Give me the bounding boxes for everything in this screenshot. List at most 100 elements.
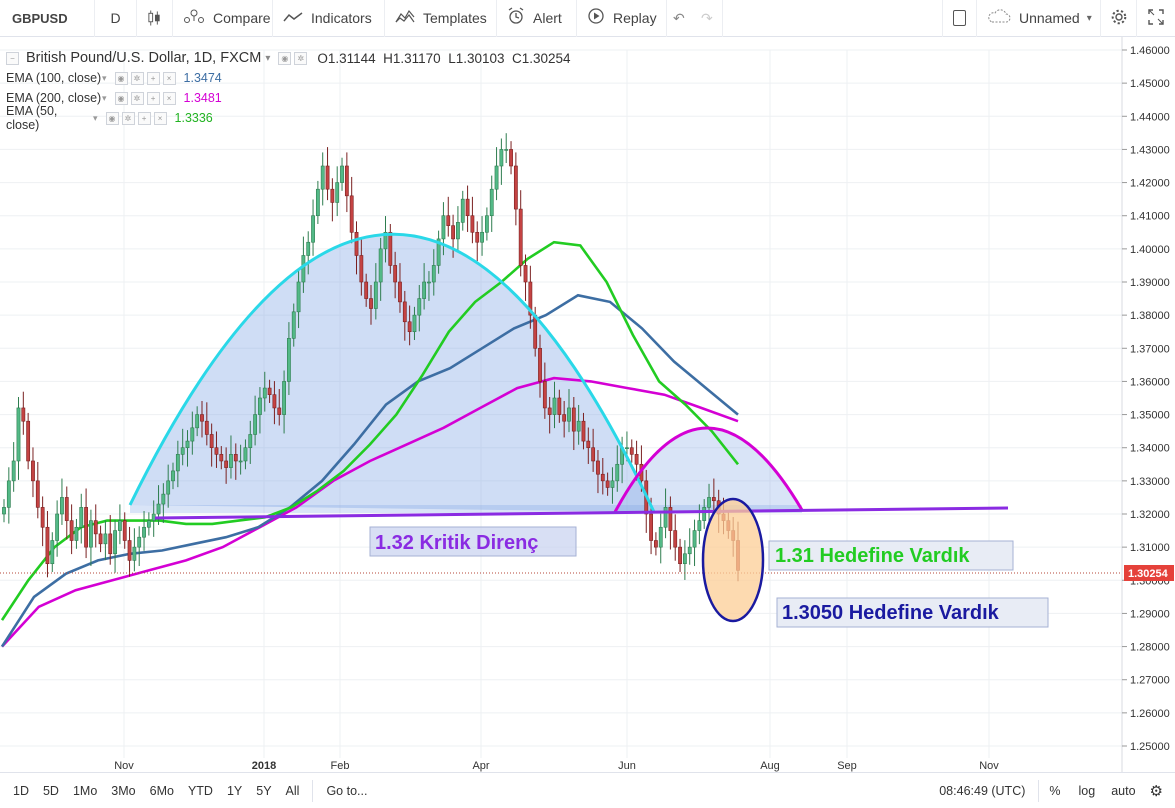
price-tick-label: 1.35000 <box>1130 410 1170 422</box>
candle-body <box>523 265 528 283</box>
cup-pattern-fill <box>130 234 654 512</box>
auto-toggle[interactable]: auto <box>1111 783 1136 798</box>
range-5y[interactable]: 5Y <box>256 783 272 798</box>
range-6mo[interactable]: 6Mo <box>149 783 174 798</box>
redo-button[interactable]: ↷ <box>695 0 723 37</box>
eye-icon[interactable]: ◉ <box>114 91 128 105</box>
candle-body <box>446 215 451 226</box>
fullscreen-button[interactable] <box>1137 0 1175 37</box>
layout-name-button[interactable]: Unnamed ▾ <box>977 0 1101 37</box>
indicators-button[interactable]: Indicators <box>273 0 385 37</box>
compare-button[interactable]: Compare <box>173 0 273 37</box>
candle-body <box>209 434 214 449</box>
time-tick-label: Sep <box>837 760 857 772</box>
add-icon[interactable]: + <box>146 71 160 85</box>
candle-body <box>74 526 79 541</box>
templates-button[interactable]: Templates <box>385 0 497 37</box>
toolbar-spacer <box>723 0 943 37</box>
candle-body <box>180 447 185 455</box>
fullscreen-toggle-button[interactable] <box>943 0 977 37</box>
range-ytd[interactable]: YTD <box>187 783 213 798</box>
eye-icon[interactable]: ◉ <box>105 111 119 125</box>
candle-body <box>214 447 219 455</box>
price-tick-label: 1.36000 <box>1130 376 1170 388</box>
eye-icon[interactable]: ◉ <box>114 71 128 85</box>
settings-button[interactable] <box>1101 0 1137 37</box>
target1-label-box <box>768 540 1014 571</box>
replay-button[interactable]: Replay <box>577 0 667 37</box>
gear-icon[interactable]: ✲ <box>121 111 135 125</box>
collapse-icon[interactable]: − <box>6 51 19 65</box>
chevron-down-icon[interactable]: ▾ <box>265 52 271 64</box>
candle-body <box>60 497 64 515</box>
last-price-tag-bg <box>1124 565 1174 581</box>
price-axis[interactable]: 1.46000 1.45000 1.44000 1.43000 1.42000 1.410… <box>1122 45 1170 753</box>
candle-body <box>625 447 629 450</box>
candle-body <box>40 507 45 528</box>
percent-toggle[interactable]: % <box>1049 783 1061 798</box>
undo-button[interactable]: ↶ <box>667 0 695 37</box>
candle-body <box>16 407 21 462</box>
add-icon[interactable]: + <box>146 91 160 105</box>
chevron-down-icon[interactable]: ▾ <box>102 72 107 83</box>
price-tick-label: 1.25000 <box>1130 741 1170 753</box>
candle-body <box>441 215 446 240</box>
candle-body <box>402 301 407 323</box>
goto-button[interactable]: Go to... <box>326 783 368 798</box>
price-tick-label: 1.26000 <box>1130 708 1170 720</box>
chart-pane[interactable]: 1.46000 1.45000 1.44000 1.43000 1.42000 1.410… <box>0 37 1175 772</box>
alert-clock-icon <box>507 7 525 29</box>
gear-icon[interactable]: ⚙ <box>1149 782 1163 800</box>
candle-body <box>267 387 272 395</box>
resistance-label-box <box>369 526 577 557</box>
close-icon[interactable]: × <box>162 71 176 85</box>
chart-style-button[interactable] <box>137 0 173 37</box>
resistance-trendline[interactable] <box>154 506 1009 520</box>
candle-body <box>354 231 359 256</box>
price-tick-label: 1.37000 <box>1130 343 1170 355</box>
ema-200-label: EMA (200, close) <box>6 91 102 105</box>
time-tick-label: Feb <box>331 760 350 772</box>
candle-body <box>692 530 697 548</box>
range-1mo[interactable]: 1Mo <box>72 783 98 798</box>
ema-100-line <box>0 293 739 648</box>
chevron-down-icon[interactable]: ▾ <box>102 92 107 103</box>
gear-icon[interactable]: ✲ <box>130 91 144 105</box>
candle-body <box>243 447 248 462</box>
symbol-search[interactable]: GBPUSD <box>0 0 95 37</box>
range-3mo[interactable]: 3Mo <box>111 783 136 798</box>
range-1d[interactable]: 1D <box>13 783 29 798</box>
candle-body <box>122 520 127 541</box>
candle-body <box>340 165 344 183</box>
square-icon <box>953 10 966 26</box>
eye-icon[interactable]: ◉ <box>278 51 292 65</box>
time-axis[interactable]: Nov 2018 Feb Apr Jun Aug Sep Nov <box>114 760 999 772</box>
clock-time[interactable]: 08:46:49 (UTC) <box>939 783 1026 798</box>
add-icon[interactable]: + <box>137 111 151 125</box>
range-1y[interactable]: 1Y <box>226 783 243 798</box>
candle-body <box>711 497 716 502</box>
candle-body <box>668 507 673 531</box>
alert-button[interactable]: Alert <box>497 0 577 37</box>
price-chart[interactable]: 1.46000 1.45000 1.44000 1.43000 1.42000 1.410… <box>0 37 1175 772</box>
log-toggle[interactable]: log <box>1078 783 1096 798</box>
price-tick-label: 1.31000 <box>1130 542 1170 554</box>
gear-icon[interactable]: ✲ <box>130 71 144 85</box>
price-tick-label: 1.32000 <box>1130 509 1170 521</box>
divider <box>1038 779 1040 802</box>
close-icon[interactable]: × <box>162 91 176 105</box>
settings-small-icon[interactable]: ✲ <box>294 51 308 65</box>
range-5d[interactable]: 5D <box>42 783 59 798</box>
range-all[interactable]: All <box>285 783 300 798</box>
candle-body <box>291 311 296 339</box>
price-tick-label: 1.28000 <box>1130 642 1170 654</box>
candle-body <box>6 480 11 508</box>
close-icon[interactable]: × <box>153 111 167 125</box>
candle-body <box>200 414 204 422</box>
price-tick-label: 1.44000 <box>1130 111 1170 123</box>
chevron-down-icon[interactable]: ▾ <box>93 112 98 123</box>
interval-button[interactable]: D <box>95 0 137 37</box>
candle-body <box>93 520 98 535</box>
candle-body <box>658 526 663 548</box>
candle-body <box>45 526 50 565</box>
